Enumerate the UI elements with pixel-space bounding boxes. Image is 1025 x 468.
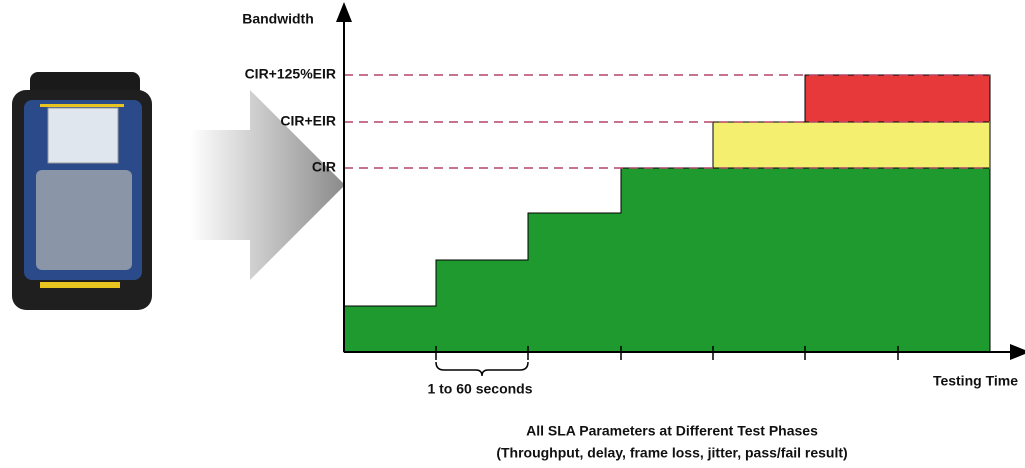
caption-title: All SLA Parameters at Different Test Pha… [526, 423, 818, 439]
caption-subtitle: (Throughput, delay, frame loss, jitter, … [496, 445, 847, 461]
y-axis-label: Bandwidth [242, 11, 314, 27]
interval-bracket [435, 361, 529, 377]
flow-arrow [190, 90, 345, 280]
x-ticks [435, 346, 899, 360]
interval-label: 1 to 60 seconds [427, 381, 532, 397]
bandwidth-steps [343, 74, 991, 353]
level-label: CIR+EIR [280, 113, 336, 129]
level-label: CIR+125%EIR [245, 66, 336, 82]
x-axis-label: Testing Time [933, 373, 1018, 389]
level-lines [344, 74, 990, 169]
device-image [12, 72, 152, 310]
level-label: CIR [312, 159, 336, 175]
